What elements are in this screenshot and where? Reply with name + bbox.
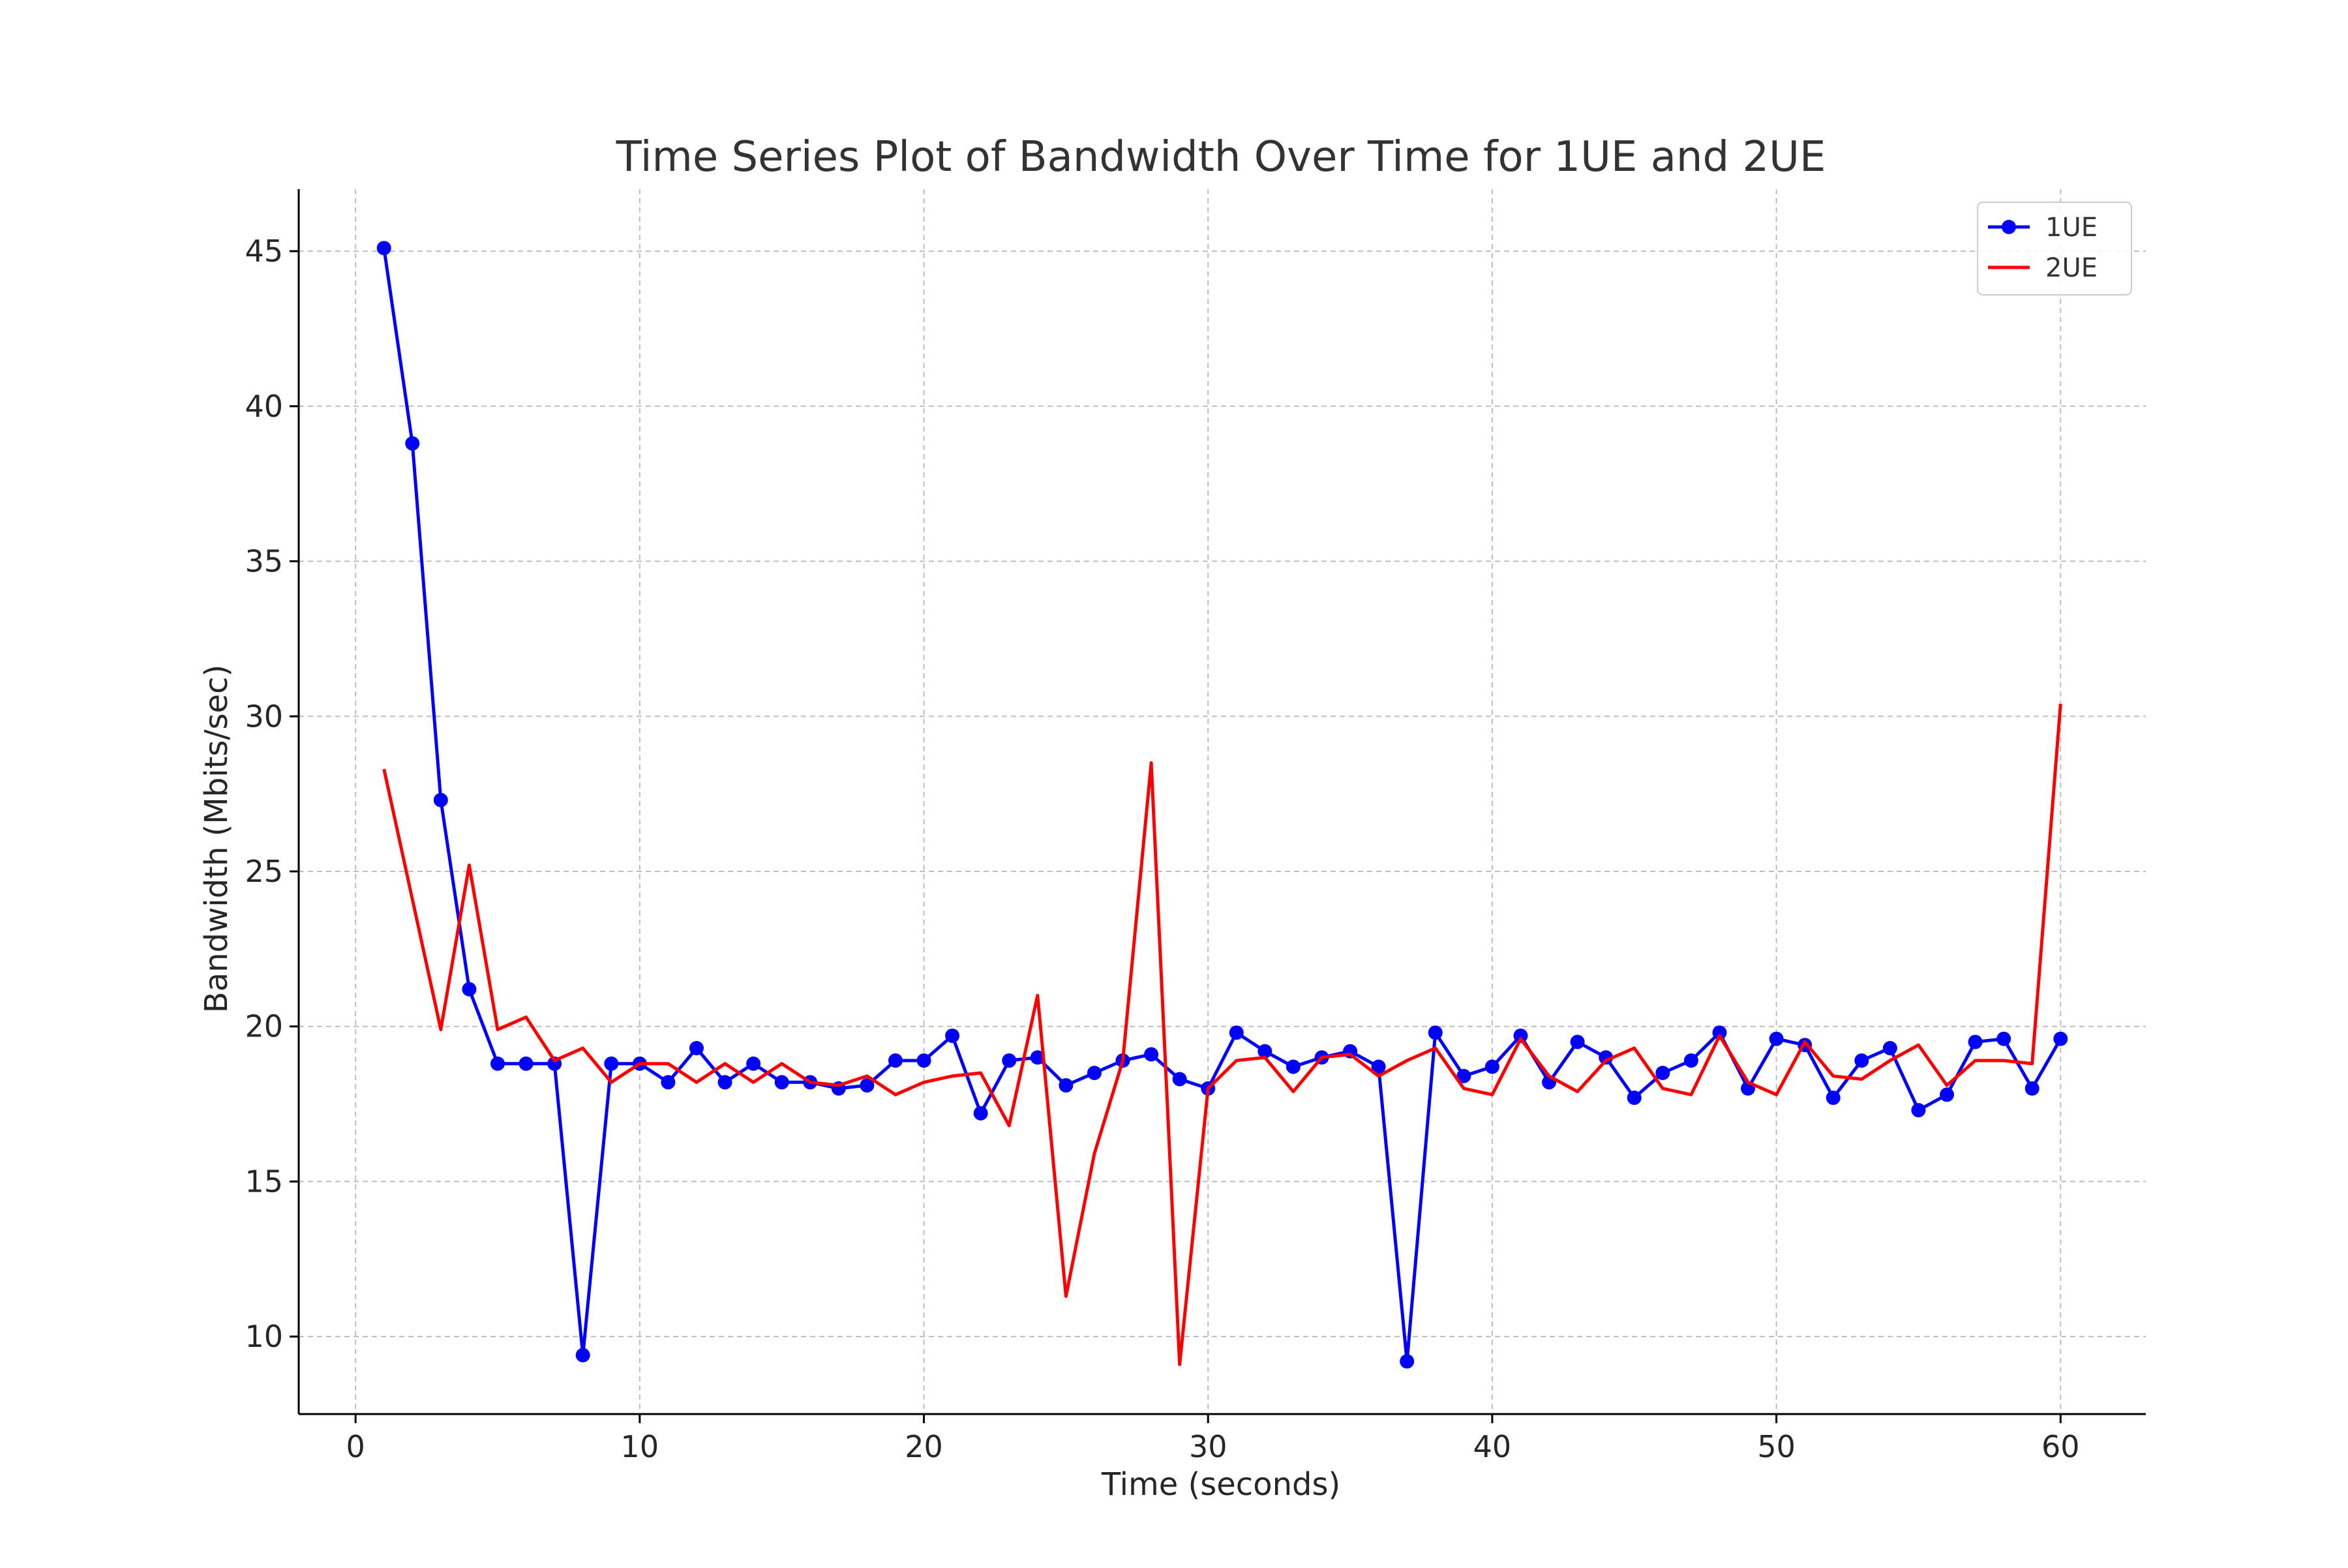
series-line-2ue bbox=[382, 704, 2062, 1366]
data-point-1ue bbox=[462, 982, 477, 997]
x-tick-label: 60 bbox=[2041, 1429, 2080, 1464]
data-point-1ue bbox=[575, 1348, 590, 1363]
series-2ue bbox=[382, 704, 2062, 1366]
data-point-1ue bbox=[1683, 1053, 1698, 1068]
data-point-1ue bbox=[1144, 1047, 1159, 1062]
data-point-1ue bbox=[1570, 1034, 1585, 1049]
legend-label-2ue: 2UE bbox=[2045, 253, 2098, 283]
y-axis-label: Bandwidth (Mbits/sec) bbox=[198, 665, 235, 1013]
data-point-1ue bbox=[2024, 1081, 2039, 1096]
legend: 1UE 2UE bbox=[1977, 202, 2132, 295]
data-point-1ue bbox=[1854, 1053, 1869, 1068]
data-point-1ue bbox=[661, 1075, 676, 1090]
x-tick-label: 10 bbox=[621, 1429, 659, 1464]
data-point-1ue bbox=[1513, 1028, 1528, 1043]
data-point-1ue bbox=[1655, 1066, 1670, 1081]
data-point-1ue bbox=[1257, 1044, 1272, 1059]
data-point-1ue bbox=[405, 436, 420, 451]
data-point-1ue bbox=[1911, 1103, 1926, 1118]
data-point-1ue bbox=[1484, 1059, 1499, 1074]
x-tick-label: 50 bbox=[1757, 1429, 1796, 1464]
data-point-1ue bbox=[490, 1056, 505, 1071]
grid bbox=[299, 189, 2146, 1414]
data-point-1ue bbox=[1172, 1072, 1187, 1087]
y-tick-label: 35 bbox=[245, 544, 283, 579]
data-point-1ue bbox=[1826, 1091, 1841, 1106]
series-layer bbox=[376, 241, 2068, 1369]
data-point-1ue bbox=[1059, 1078, 1074, 1093]
data-point-1ue bbox=[1968, 1034, 1983, 1049]
data-point-1ue bbox=[746, 1056, 761, 1071]
x-tick-label: 0 bbox=[346, 1429, 365, 1464]
data-point-1ue bbox=[433, 792, 448, 807]
data-point-1ue bbox=[1002, 1053, 1017, 1068]
data-point-1ue bbox=[1229, 1025, 1244, 1040]
data-point-1ue bbox=[1940, 1087, 1955, 1102]
data-point-1ue bbox=[916, 1053, 931, 1068]
y-tick-label: 45 bbox=[245, 234, 283, 269]
tick-labels: 0 10 20 30 40 50 60 10 15 20 25 30 35 40 45 bbox=[245, 234, 2079, 1464]
data-point-1ue bbox=[860, 1078, 875, 1093]
axes bbox=[290, 189, 2146, 1423]
y-tick-label: 10 bbox=[245, 1319, 283, 1354]
y-tick-label: 15 bbox=[245, 1164, 283, 1199]
data-point-1ue bbox=[973, 1106, 988, 1121]
legend-marker-1ue bbox=[2002, 220, 2016, 234]
data-point-1ue bbox=[519, 1056, 534, 1071]
data-point-1ue bbox=[888, 1053, 903, 1068]
data-point-1ue bbox=[2053, 1031, 2068, 1046]
data-point-1ue bbox=[1286, 1059, 1301, 1074]
data-point-1ue bbox=[1627, 1091, 1642, 1106]
y-tick-label: 40 bbox=[245, 389, 283, 424]
data-point-1ue bbox=[1712, 1025, 1727, 1040]
x-tick-label: 40 bbox=[1473, 1429, 1512, 1464]
x-tick-label: 20 bbox=[905, 1429, 943, 1464]
data-point-1ue bbox=[774, 1075, 789, 1090]
data-point-1ue bbox=[1428, 1025, 1443, 1040]
data-point-1ue bbox=[604, 1056, 619, 1071]
y-tick-label: 20 bbox=[245, 1009, 283, 1044]
data-point-1ue bbox=[376, 241, 391, 256]
legend-label-1ue: 1UE bbox=[2045, 213, 2098, 243]
y-tick-label: 30 bbox=[245, 699, 283, 734]
data-point-1ue bbox=[1371, 1059, 1386, 1074]
y-tick-label: 25 bbox=[245, 854, 283, 889]
data-point-1ue bbox=[1400, 1354, 1415, 1369]
x-tick-label: 30 bbox=[1189, 1429, 1227, 1464]
data-point-1ue bbox=[1996, 1031, 2011, 1046]
data-point-1ue bbox=[689, 1040, 704, 1055]
data-point-1ue bbox=[945, 1028, 960, 1043]
data-point-1ue bbox=[1882, 1040, 1897, 1055]
chart-title: Time Series Plot of Bandwidth Over Time … bbox=[616, 133, 1826, 181]
x-axis-label: Time (seconds) bbox=[1101, 1466, 1340, 1503]
data-point-1ue bbox=[1599, 1050, 1614, 1065]
data-point-1ue bbox=[1030, 1050, 1045, 1065]
data-point-1ue bbox=[717, 1075, 732, 1090]
data-point-1ue bbox=[1087, 1066, 1102, 1081]
data-point-1ue bbox=[1769, 1031, 1784, 1046]
data-point-1ue bbox=[1456, 1068, 1471, 1083]
